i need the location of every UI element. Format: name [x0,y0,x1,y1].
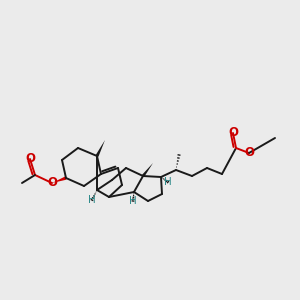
Text: O: O [47,176,57,190]
Text: O: O [25,152,35,166]
Text: O: O [244,146,254,160]
Polygon shape [52,176,67,183]
Polygon shape [96,140,105,157]
Text: H: H [129,196,137,206]
Text: O: O [228,127,238,140]
Text: H: H [164,177,172,187]
Polygon shape [142,163,153,177]
Text: H: H [88,195,96,205]
